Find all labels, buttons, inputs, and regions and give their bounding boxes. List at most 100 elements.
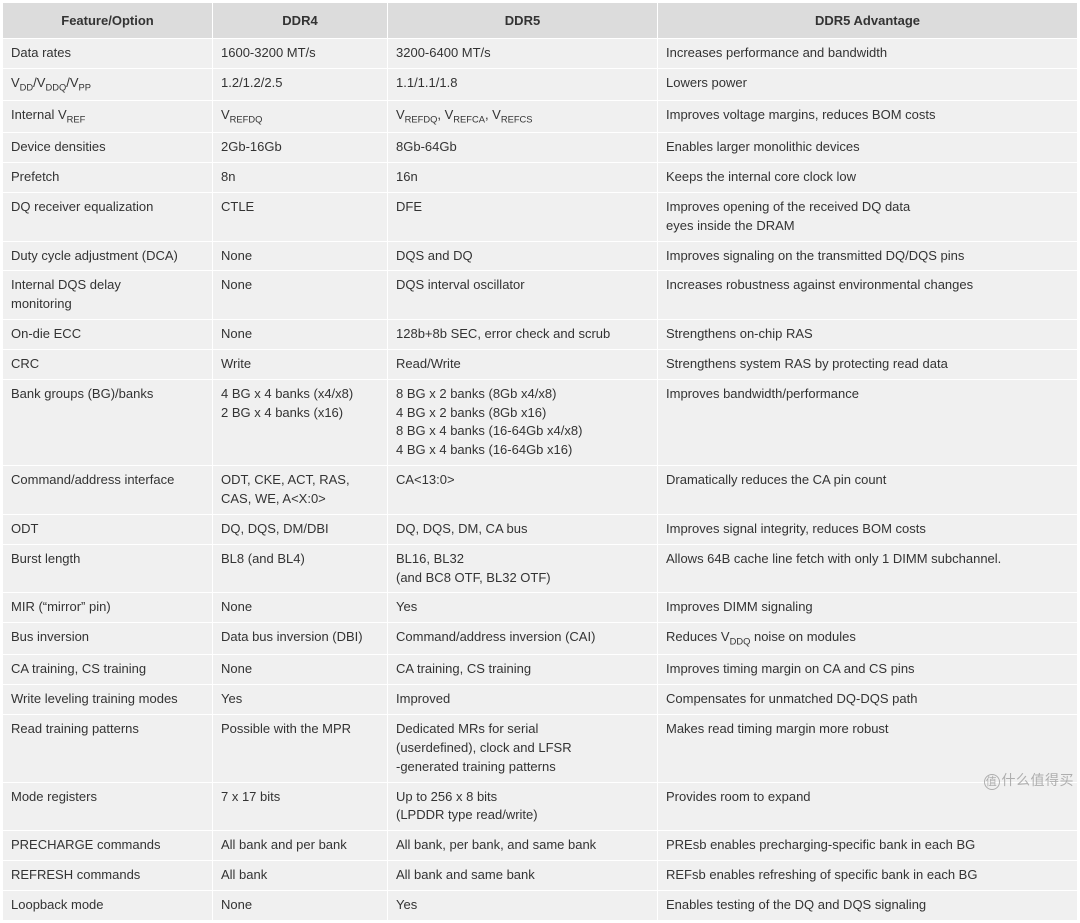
cell-advantage: Provides room to expand [658,782,1078,831]
cell-ddr4: 2Gb-16Gb [213,133,388,163]
cell-feature: PRECHARGE commands [3,831,213,861]
cell-ddr5: DQS interval oscillator [388,271,658,320]
cell-advantage: Lowers power [658,68,1078,100]
table-row: Internal VREFVREFDQVREFDQ, VREFCA, VREFC… [3,101,1078,133]
cell-advantage: Strengthens on-chip RAS [658,320,1078,350]
cell-feature: Data rates [3,39,213,69]
cell-advantage: PREsb enables precharging-specific bank … [658,831,1078,861]
cell-advantage: REFsb enables refreshing of specific ban… [658,861,1078,891]
cell-advantage: Reduces VDDQ noise on modules [658,623,1078,655]
table-row: Loopback modeNoneYesEnables testing of t… [3,890,1078,920]
cell-feature: Command/address interface [3,466,213,515]
cell-ddr4: 8n [213,163,388,193]
cell-advantage: Increases robustness against environment… [658,271,1078,320]
cell-ddr5: 16n [388,163,658,193]
cell-feature: Duty cycle adjustment (DCA) [3,241,213,271]
header-feature: Feature/Option [3,3,213,39]
cell-feature: Prefetch [3,163,213,193]
cell-feature: DQ receiver equalization [3,192,213,241]
header-ddr4: DDR4 [213,3,388,39]
cell-feature: Read training patterns [3,715,213,783]
cell-ddr5: 8Gb-64Gb [388,133,658,163]
table-row: Duty cycle adjustment (DCA)NoneDQS and D… [3,241,1078,271]
cell-feature: REFRESH commands [3,861,213,891]
cell-ddr4: None [213,593,388,623]
cell-ddr4: Write [213,349,388,379]
cell-ddr5: Up to 256 x 8 bits(LPDDR type read/write… [388,782,658,831]
table-row: MIR (“mirror” pin)NoneYesImproves DIMM s… [3,593,1078,623]
cell-advantage: Enables testing of the DQ and DQS signal… [658,890,1078,920]
cell-ddr4: 7 x 17 bits [213,782,388,831]
table-row: DQ receiver equalizationCTLEDFEImproves … [3,192,1078,241]
cell-advantage: Compensates for unmatched DQ-DQS path [658,685,1078,715]
cell-advantage: Improves voltage margins, reduces BOM co… [658,101,1078,133]
cell-ddr4: 1600-3200 MT/s [213,39,388,69]
cell-ddr4: BL8 (and BL4) [213,544,388,593]
cell-feature: Internal VREF [3,101,213,133]
cell-advantage: Allows 64B cache line fetch with only 1 … [658,544,1078,593]
cell-ddr5: 128b+8b SEC, error check and scrub [388,320,658,350]
cell-ddr5: DFE [388,192,658,241]
cell-feature: Internal DQS delaymonitoring [3,271,213,320]
cell-ddr4: None [213,890,388,920]
cell-ddr5: Read/Write [388,349,658,379]
cell-advantage: Improves bandwidth/performance [658,379,1078,465]
table-row: Command/address interfaceODT, CKE, ACT, … [3,466,1078,515]
cell-ddr5: All bank and same bank [388,861,658,891]
table-row: Write leveling training modesYesImproved… [3,685,1078,715]
table-row: Internal DQS delaymonitoringNoneDQS inte… [3,271,1078,320]
cell-advantage: Keeps the internal core clock low [658,163,1078,193]
cell-ddr5: Yes [388,593,658,623]
table-row: Bank groups (BG)/banks4 BG x 4 banks (x4… [3,379,1078,465]
cell-ddr4: CTLE [213,192,388,241]
cell-advantage: Strengthens system RAS by protecting rea… [658,349,1078,379]
cell-ddr5: VREFDQ, VREFCA, VREFCS [388,101,658,133]
cell-feature: Bus inversion [3,623,213,655]
cell-ddr5: 8 BG x 2 banks (8Gb x4/x8)4 BG x 2 banks… [388,379,658,465]
cell-ddr4: None [213,241,388,271]
cell-feature: Device densities [3,133,213,163]
table-header-row: Feature/Option DDR4 DDR5 DDR5 Advantage [3,3,1078,39]
table-row: Mode registers7 x 17 bitsUp to 256 x 8 b… [3,782,1078,831]
table-row: Prefetch8n16nKeeps the internal core clo… [3,163,1078,193]
cell-advantage: Increases performance and bandwidth [658,39,1078,69]
table-row: PRECHARGE commandsAll bank and per bankA… [3,831,1078,861]
cell-ddr4: All bank and per bank [213,831,388,861]
table-row: On-die ECCNone128b+8b SEC, error check a… [3,320,1078,350]
cell-ddr4: Data bus inversion (DBI) [213,623,388,655]
table-row: Device densities2Gb-16Gb8Gb-64GbEnables … [3,133,1078,163]
table-row: REFRESH commandsAll bankAll bank and sam… [3,861,1078,891]
table-row: Data rates1600-3200 MT/s3200-6400 MT/sIn… [3,39,1078,69]
cell-ddr5: Command/address inversion (CAI) [388,623,658,655]
cell-ddr5: 3200-6400 MT/s [388,39,658,69]
cell-ddr4: None [213,655,388,685]
cell-ddr5: 1.1/1.1/1.8 [388,68,658,100]
cell-ddr4: None [213,271,388,320]
cell-advantage: Dramatically reduces the CA pin count [658,466,1078,515]
ddr-comparison-table: Feature/Option DDR4 DDR5 DDR5 Advantage … [2,2,1078,921]
cell-ddr4: ODT, CKE, ACT, RAS,CAS, WE, A<X:0> [213,466,388,515]
cell-ddr5: DQ, DQS, DM, CA bus [388,514,658,544]
cell-ddr4: None [213,320,388,350]
cell-feature: CA training, CS training [3,655,213,685]
cell-ddr4: Yes [213,685,388,715]
cell-feature: Write leveling training modes [3,685,213,715]
cell-feature: ODT [3,514,213,544]
cell-ddr5: All bank, per bank, and same bank [388,831,658,861]
cell-feature: Loopback mode [3,890,213,920]
cell-ddr5: BL16, BL32(and BC8 OTF, BL32 OTF) [388,544,658,593]
cell-advantage: Improves signaling on the transmitted DQ… [658,241,1078,271]
header-advantage: DDR5 Advantage [658,3,1078,39]
cell-feature: Burst length [3,544,213,593]
cell-ddr4: VREFDQ [213,101,388,133]
cell-ddr5: Yes [388,890,658,920]
cell-feature: On-die ECC [3,320,213,350]
cell-advantage: Makes read timing margin more robust [658,715,1078,783]
table-row: Read training patternsPossible with the … [3,715,1078,783]
cell-ddr4: All bank [213,861,388,891]
cell-ddr5: CA training, CS training [388,655,658,685]
cell-advantage: Improves timing margin on CA and CS pins [658,655,1078,685]
cell-ddr5: DQS and DQ [388,241,658,271]
header-ddr5: DDR5 [388,3,658,39]
cell-ddr5: CA<13:0> [388,466,658,515]
